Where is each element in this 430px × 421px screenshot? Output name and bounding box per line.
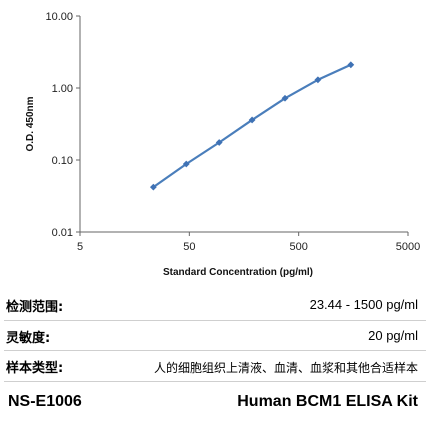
x-tick-label: 500	[289, 241, 307, 253]
x-axis-title: Standard Concentration (pg/ml)	[163, 267, 313, 278]
y-tick-label: 0.10	[52, 155, 73, 167]
sensitivity-value: 20 pg/ml	[368, 328, 418, 343]
sensitivity-label: 灵敏度:	[6, 331, 51, 346]
spec-row-sensitivity: 灵敏度: 20 pg/ml	[0, 325, 430, 349]
x-tick-label: 5000	[396, 241, 420, 253]
data-point	[149, 183, 157, 191]
y-tick-label: 10.00	[45, 11, 73, 23]
x-tick-label: 5	[77, 241, 83, 253]
divider	[4, 350, 426, 351]
detection-range-value: 23.44 - 1500 pg/ml	[309, 297, 418, 312]
y-tick-label: 1.00	[52, 83, 73, 95]
chart-panel: 10.00 1.00 0.10 0.01 5 50 500 5000 Standard Conc…	[25, 11, 421, 278]
sample-type-value: 人的细胞组织上清液、血清、血浆和其他合适样本	[153, 361, 418, 375]
data-point	[182, 160, 190, 168]
kit-name: Human BCM1 ELISA Kit	[237, 393, 418, 410]
data-point	[281, 94, 289, 102]
series-line	[152, 63, 352, 189]
data-point	[248, 116, 256, 124]
data-point	[215, 139, 223, 146]
data-point	[347, 61, 355, 69]
spec-row-range: 检测范围: 23.44 - 1500 pg/ml	[0, 294, 430, 318]
data-point	[314, 76, 322, 84]
x-tick-label: 50	[183, 241, 195, 253]
detection-range-label: 检测范围:	[6, 300, 64, 315]
divider	[4, 381, 426, 382]
footer: NS-E1006 Human BCM1 ELISA Kit	[0, 385, 430, 419]
sample-type-label: 样本类型:	[6, 361, 64, 376]
y-axis-title: O.D. 450nm	[25, 96, 36, 151]
spec-row-sample-type: 样本类型: 人的细胞组织上清液、血清、血浆和其他合适样本	[0, 355, 430, 379]
calibration-chart: 10.00 1.00 0.10 0.01 5 50 500 5000 Standard Conc…	[25, 11, 420, 278]
y-tick-label: 0.01	[52, 227, 73, 239]
divider	[4, 320, 426, 321]
catalog-number: NS-E1006	[8, 393, 82, 410]
